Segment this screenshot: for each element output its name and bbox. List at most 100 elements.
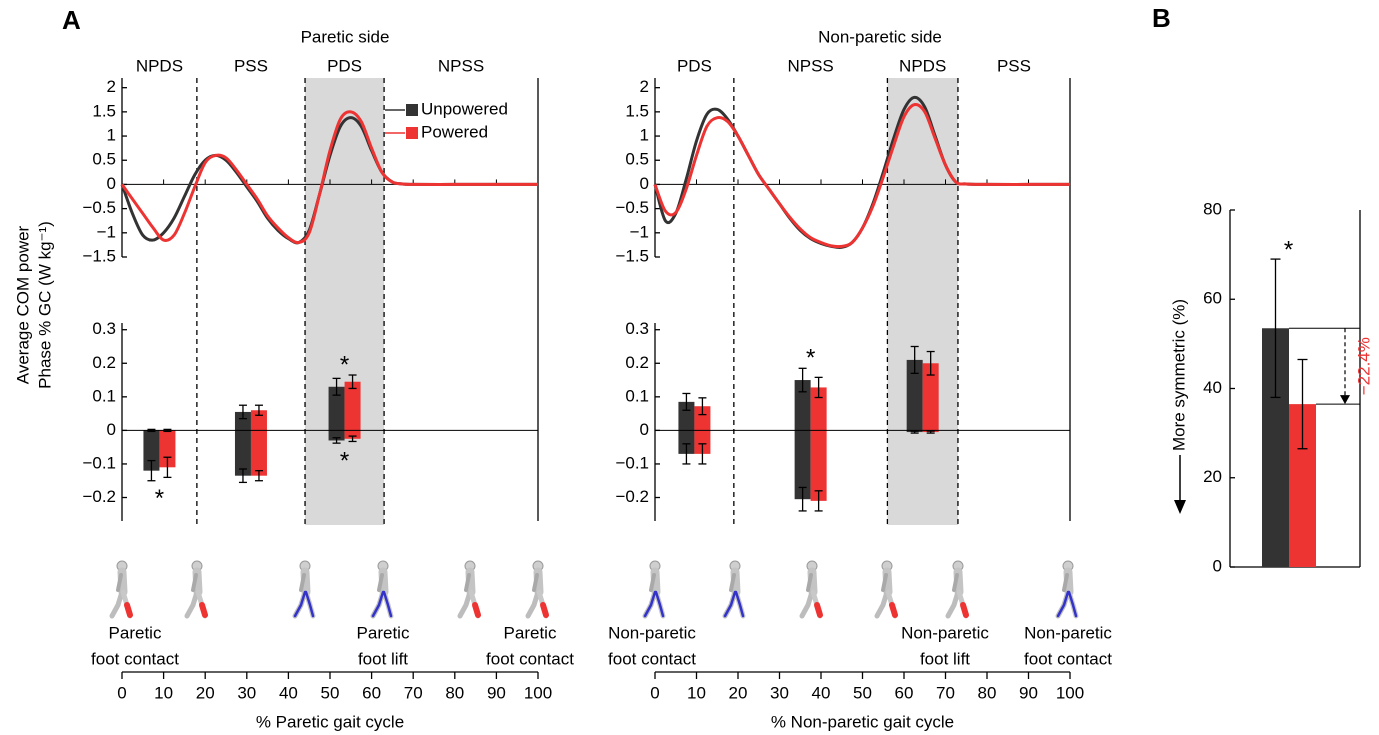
y-tick-label: 2 — [640, 77, 649, 96]
x-tick-label: 0 — [650, 683, 659, 702]
bar-positive — [344, 381, 361, 431]
event-label: Non-paretic — [1024, 623, 1112, 642]
walker-part — [299, 573, 306, 592]
y-tick-label: −0.2 — [82, 487, 116, 506]
x-tick-label: 50 — [853, 683, 872, 702]
event-label: foot contact — [1024, 649, 1112, 668]
bar-negative — [810, 430, 827, 501]
walker-part — [643, 590, 657, 618]
walker-part — [881, 573, 888, 592]
y-tick-label: 0.5 — [92, 150, 116, 169]
y-tick-label: 0 — [640, 420, 649, 439]
x-tick-label: 20 — [196, 683, 215, 702]
bar-negative — [328, 430, 345, 441]
panel-label: B — [1152, 3, 1171, 33]
bar-negative — [344, 430, 361, 439]
y-tick-label: 0.3 — [625, 319, 649, 338]
panel-label: A — [62, 5, 81, 35]
bar-positive — [922, 363, 939, 431]
difference-arrowhead — [1340, 395, 1350, 405]
significance-star: * — [155, 485, 164, 512]
y-tick-label: −1 — [630, 222, 649, 241]
x-tick-label: 70 — [936, 683, 955, 702]
walker-part — [540, 602, 549, 618]
walker — [945, 560, 969, 619]
y-tick-label: 60 — [1203, 289, 1222, 308]
walker-part — [124, 602, 133, 618]
walker-part — [371, 590, 385, 618]
phase-label: NPDS — [899, 56, 946, 75]
y-tick-label: 40 — [1203, 378, 1222, 397]
event-label: Non-paretic — [608, 623, 696, 642]
y-tick-label: 20 — [1203, 467, 1222, 486]
walker — [722, 560, 746, 619]
y-tick-label: 1 — [640, 126, 649, 145]
y-tick-label: −0.5 — [82, 198, 116, 217]
x-tick-label: 60 — [895, 683, 914, 702]
significance-star: * — [340, 351, 349, 378]
y-axis-label: Average COM power — [13, 225, 32, 384]
y-tick-label: 0 — [107, 420, 116, 439]
y-tick-label: −1.5 — [82, 246, 116, 265]
x-tick-label: 30 — [770, 683, 789, 702]
walker-part — [729, 573, 736, 592]
walker-part — [109, 589, 125, 619]
walker-part — [457, 589, 473, 619]
y-tick-label: 0 — [107, 174, 116, 193]
difference-label: −22.4% — [1354, 337, 1373, 395]
walker — [292, 560, 316, 619]
x-tick-label: 70 — [404, 683, 423, 702]
walker — [457, 560, 481, 619]
walker-part — [184, 589, 200, 619]
x-tick-label: 80 — [445, 683, 464, 702]
shaded-phase — [887, 78, 958, 525]
event-label: foot lift — [358, 649, 408, 668]
x-tick-label: 40 — [812, 683, 831, 702]
y-tick-label: 1 — [107, 126, 116, 145]
x-tick-label: 100 — [524, 683, 552, 702]
walker-part — [723, 590, 737, 618]
y-tick-label: 0 — [640, 174, 649, 193]
phase-label: NPSS — [787, 56, 833, 75]
bar-negative — [234, 430, 251, 476]
phase-label: PSS — [997, 56, 1031, 75]
x-tick-label: 20 — [729, 683, 748, 702]
significance-star: * — [340, 447, 349, 474]
walker — [1055, 560, 1079, 619]
bar-positive — [678, 401, 695, 431]
walker-part — [1067, 590, 1078, 618]
x-axis-label: % Paretic gait cycle — [256, 712, 404, 731]
x-tick-label: 90 — [1019, 683, 1038, 702]
bar-negative — [250, 430, 267, 476]
bar-negative — [678, 430, 695, 454]
event-label: Paretic — [357, 623, 410, 642]
y-tick-label: 2 — [107, 77, 116, 96]
walker-part — [960, 602, 969, 618]
y-tick-label: 0.1 — [92, 386, 116, 405]
y-tick-label: 0.5 — [625, 150, 649, 169]
bar-positive — [694, 406, 711, 431]
walker — [642, 560, 666, 619]
y-tick-label: −0.5 — [615, 198, 649, 217]
x-tick-label: 60 — [362, 683, 381, 702]
walker — [370, 560, 394, 619]
event-label: foot contact — [608, 649, 696, 668]
x-tick-label: 90 — [487, 683, 506, 702]
walker-part — [382, 590, 393, 618]
x-tick-label: 10 — [687, 683, 706, 702]
y-tick-label: 0.2 — [92, 353, 116, 372]
walker — [184, 560, 208, 619]
y-tick-label: −1.5 — [615, 246, 649, 265]
walker — [109, 560, 133, 619]
walker — [799, 560, 823, 619]
significance-star: * — [1284, 236, 1293, 263]
event-label: Paretic — [504, 623, 557, 642]
bar-positive — [234, 411, 251, 431]
bar-negative — [794, 430, 811, 500]
event-label: foot contact — [91, 649, 179, 668]
event-label: foot lift — [920, 649, 970, 668]
legend-swatch — [406, 104, 418, 116]
walker — [525, 560, 549, 619]
